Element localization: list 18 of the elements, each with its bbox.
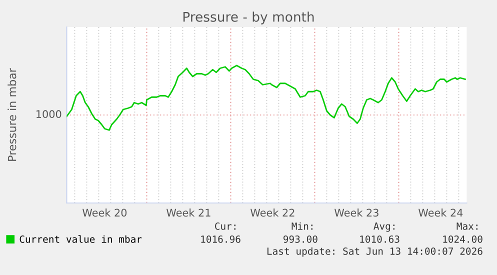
x-tick-label: Week 24 bbox=[418, 208, 463, 217]
x-tick-label: Week 22 bbox=[250, 208, 294, 217]
chart-title: Pressure - by month bbox=[183, 12, 314, 24]
x-tick-label: Week 23 bbox=[334, 208, 378, 217]
text: Avg: bbox=[374, 222, 394, 232]
text: Min: bbox=[292, 222, 312, 230]
text: 993.00 bbox=[283, 235, 318, 243]
text: Cur: bbox=[215, 222, 236, 230]
text: 1024.00 bbox=[443, 235, 482, 243]
legend-label: Current value in mbar bbox=[20, 235, 142, 243]
x-tick-label: Week 20 bbox=[82, 208, 127, 217]
text: 1010.63 bbox=[360, 235, 400, 243]
x-tick-label: Week 21 bbox=[166, 208, 210, 217]
text: 1000 bbox=[36, 110, 62, 118]
text: Last update: Sat Jun 13 14:00:07 2026 bbox=[267, 247, 482, 257]
text: 1016.96 bbox=[201, 235, 240, 243]
y-axis-title: Pressure in mbar bbox=[8, 68, 16, 161]
text: Max: bbox=[456, 222, 478, 230]
